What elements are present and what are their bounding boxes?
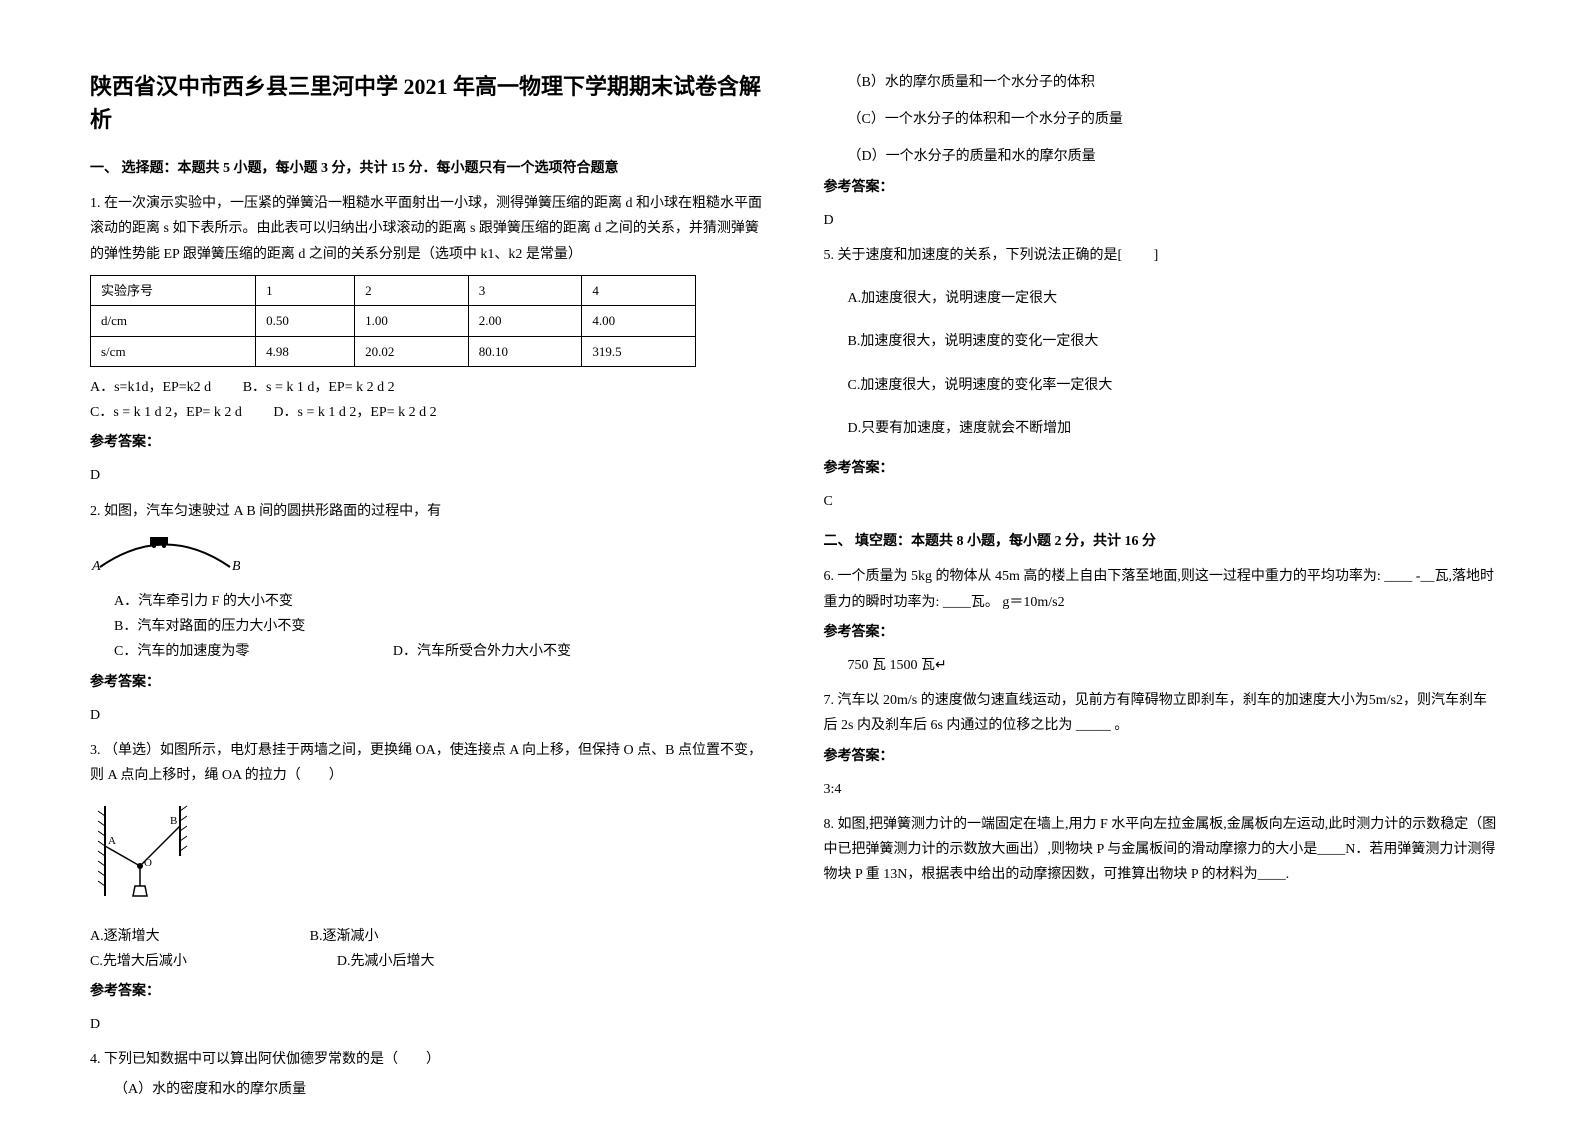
question-5: 5. 关于速度和加速度的关系，下列说法正确的是[ ]	[824, 243, 1498, 268]
table-cell: 4	[582, 275, 696, 305]
table-cell: 4.98	[256, 336, 355, 366]
q4-option-d: （D）一个水分子的质量和水的摩尔质量	[824, 144, 1498, 169]
wheel-icon	[162, 544, 166, 548]
point-o	[137, 863, 143, 869]
question-8: 8. 如图,把弹簧测力计的一端固定在墙上,用力 F 水平向左拉金属板,金属板向左…	[824, 812, 1498, 888]
right-column: （B）水的摩尔质量和一个水分子的体积 （C）一个水分子的体积和一个水分子的质量 …	[824, 70, 1498, 1052]
answer-label: 参考答案：	[90, 670, 764, 695]
q2-option-c: C．汽车的加速度为零	[114, 644, 249, 659]
table-row: d/cm 0.50 1.00 2.00 4.00	[91, 306, 696, 336]
label-a: A	[91, 559, 101, 572]
pulley-figure: A B O	[90, 796, 764, 915]
q2-option-a: A．汽车牵引力 F 的大小不变	[90, 589, 764, 614]
question-4: 4. 下列已知数据中可以算出阿伏伽德罗常数的是（ ）	[90, 1047, 764, 1072]
answer-label: 参考答案：	[824, 456, 1498, 481]
answer-label: 参考答案：	[90, 430, 764, 455]
q3-option-b: B.逐渐减小	[310, 924, 379, 949]
q1-option-c: C．s = k 1 d 2，EP= k 2 d	[90, 405, 242, 420]
q5-option-b: B.加速度很大，说明速度的变化一定很大	[824, 329, 1498, 354]
q4-option-a: （A）水的密度和水的摩尔质量	[90, 1077, 764, 1102]
label-b: B	[170, 815, 177, 827]
q2-answer: D	[90, 703, 764, 728]
hatch-left	[98, 811, 105, 886]
q3-option-d: D.先减小后增大	[337, 949, 435, 974]
q3-options-row2: C.先增大后减小 D.先减小后增大	[90, 949, 764, 974]
question-1: 1. 在一次演示实验中，一压紧的弹簧沿一粗糙水平面射出一小球，测得弹簧压缩的距离…	[90, 191, 764, 267]
table-cell: 1	[256, 275, 355, 305]
table-cell: 319.5	[582, 336, 696, 366]
table-row: s/cm 4.98 20.02 80.10 319.5	[91, 336, 696, 366]
arch-svg: A B	[90, 532, 240, 572]
table-cell: d/cm	[91, 306, 256, 336]
table-cell: 2.00	[468, 306, 582, 336]
wheel-icon	[152, 544, 156, 548]
q5-answer: C	[824, 489, 1498, 514]
q5-option-a: A.加速度很大，说明速度一定很大	[824, 286, 1498, 311]
q1-answer: D	[90, 463, 764, 488]
q4-option-c: （C）一个水分子的体积和一个水分子的质量	[824, 107, 1498, 132]
label-a: A	[108, 835, 116, 847]
section-1-heading: 一、 选择题：本题共 5 小题，每小题 3 分，共计 15 分．每小题只有一个选…	[90, 156, 764, 181]
table-cell: 0.50	[256, 306, 355, 336]
label-b: B	[232, 559, 240, 572]
table-cell: 3	[468, 275, 582, 305]
answer-label: 参考答案：	[824, 620, 1498, 645]
q4-option-b: （B）水的摩尔质量和一个水分子的体积	[824, 70, 1498, 95]
table-cell: 2	[355, 275, 469, 305]
answer-label: 参考答案：	[824, 744, 1498, 769]
answer-label: 参考答案：	[824, 175, 1498, 200]
arch-path	[100, 544, 230, 567]
question-7: 7. 汽车以 20m/s 的速度做匀速直线运动，见前方有障碍物立即刹车，刹车的加…	[824, 688, 1498, 738]
table-cell: s/cm	[91, 336, 256, 366]
q3-answer: D	[90, 1012, 764, 1037]
table-cell: 4.00	[582, 306, 696, 336]
answer-label: 参考答案：	[90, 979, 764, 1004]
q1-option-d: D．s = k 1 d 2，EP= k 2 d 2	[273, 405, 436, 420]
lamp-icon	[133, 886, 147, 896]
document-title: 陕西省汉中市西乡县三里河中学 2021 年高一物理下学期期末试卷含解析	[90, 70, 764, 136]
question-6: 6. 一个质量为 5kg 的物体从 45m 高的楼上自由下落至地面,则这一过程中…	[824, 564, 1498, 614]
label-o: O	[144, 857, 152, 869]
arch-figure: A B	[90, 532, 764, 581]
q4-answer: D	[824, 208, 1498, 233]
table-cell: 1.00	[355, 306, 469, 336]
q3-option-c: C.先增大后减小	[90, 949, 187, 974]
q1-option-a: A．s=k1d，EP=k2 d	[90, 380, 211, 395]
q3-option-a: A.逐渐增大	[90, 924, 160, 949]
left-column: 陕西省汉中市西乡县三里河中学 2021 年高一物理下学期期末试卷含解析 一、 选…	[90, 70, 764, 1052]
q2-options-cd: C．汽车的加速度为零 D．汽车所受合外力大小不变	[90, 639, 764, 664]
q1-data-table: 实验序号 1 2 3 4 d/cm 0.50 1.00 2.00 4.00 s/…	[90, 275, 696, 367]
q3-options-row1: A.逐渐增大 B.逐渐减小	[90, 924, 764, 949]
section-2-heading: 二、 填空题：本题共 8 小题，每小题 2 分，共计 16 分	[824, 529, 1498, 554]
q5-option-d: D.只要有加速度，速度就会不断增加	[824, 416, 1498, 441]
pulley-svg: A B O	[90, 796, 200, 906]
rope-oa	[105, 846, 140, 866]
table-cell: 20.02	[355, 336, 469, 366]
q1-option-b: B．s = k 1 d，EP= k 2 d 2	[243, 380, 395, 395]
car-icon	[150, 537, 168, 545]
q2-option-d: D．汽车所受合外力大小不变	[393, 644, 571, 659]
table-row: 实验序号 1 2 3 4	[91, 275, 696, 305]
question-3: 3. （单选）如图所示，电灯悬挂于两墙之间，更换绳 OA，使连接点 A 向上移，…	[90, 738, 764, 788]
question-2: 2. 如图，汽车匀速驶过 A B 间的圆拱形路面的过程中，有	[90, 499, 764, 524]
q1-options: A．s=k1d，EP=k2 d B．s = k 1 d，EP= k 2 d 2 …	[90, 375, 764, 425]
q2-option-b: B．汽车对路面的压力大小不变	[90, 614, 764, 639]
table-cell: 实验序号	[91, 275, 256, 305]
q7-answer: 3:4	[824, 777, 1498, 802]
q5-option-c: C.加速度很大，说明速度的变化率一定很大	[824, 373, 1498, 398]
table-cell: 80.10	[468, 336, 582, 366]
hatch-right	[180, 806, 187, 851]
q6-answer: 750 瓦 1500 瓦↵	[824, 653, 1498, 678]
